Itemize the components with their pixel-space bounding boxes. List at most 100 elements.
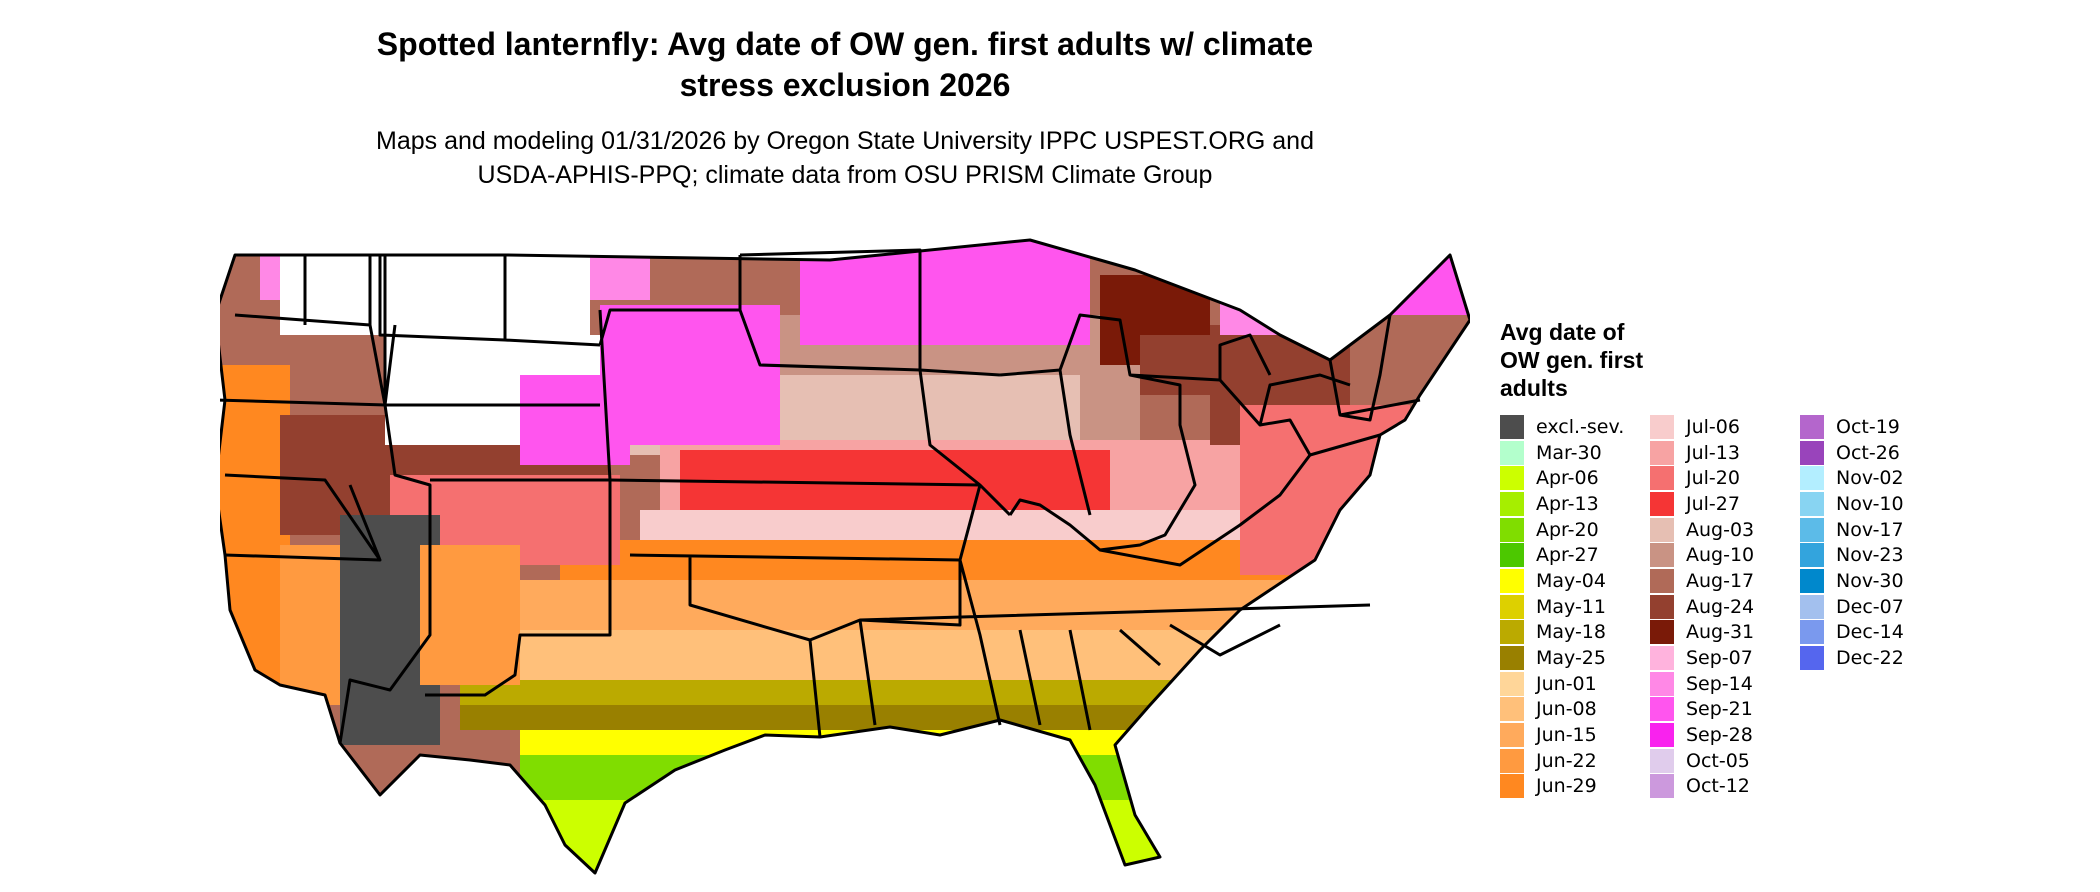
legend-swatch (1650, 440, 1674, 465)
legend-item: Mar-30 (1500, 440, 1638, 466)
legend-item: Apr-20 (1500, 517, 1638, 543)
legend-label: Nov-02 (1836, 467, 1904, 490)
legend-swatch (1650, 723, 1674, 748)
legend-swatch (1650, 414, 1674, 439)
legend-label: Oct-05 (1686, 749, 1750, 772)
legend-label: Sep-21 (1686, 698, 1753, 721)
legend-item: Aug-17 (1650, 568, 1788, 594)
legend-label: Nov-30 (1836, 569, 1904, 592)
legend-swatch (1650, 620, 1674, 645)
legend-label: Nov-17 (1836, 518, 1904, 541)
legend-label: Dec-14 (1836, 621, 1904, 644)
legend-title: Avg date of OW gen. first adults (1500, 318, 2060, 402)
legend-label: Dec-22 (1836, 647, 1904, 670)
legend-item: Jul-20 (1650, 465, 1788, 491)
legend-item: Jun-08 (1500, 697, 1638, 723)
us-map (220, 238, 1470, 875)
legend-label: May-11 (1536, 595, 1606, 618)
legend-label: Sep-07 (1686, 647, 1753, 670)
legend-swatch (1500, 697, 1524, 722)
legend-swatch (1500, 568, 1524, 593)
legend-swatch (1800, 543, 1824, 568)
legend-item: May-11 (1500, 594, 1638, 620)
legend-label: Jul-06 (1686, 415, 1740, 438)
legend-label: Oct-19 (1836, 415, 1900, 438)
map-title: Spotted lanternfly: Avg date of OW gen. … (0, 24, 1690, 106)
legend-label: Sep-28 (1686, 724, 1753, 747)
legend-columns: excl.-sev. Mar-30 Apr-06 Apr-13 Apr-20 Apr-27… (1500, 414, 2060, 799)
legend-swatch (1800, 517, 1824, 542)
legend-label: Jun-15 (1536, 724, 1597, 747)
legend-label: Apr-13 (1536, 492, 1599, 515)
map-title-line-2: stress exclusion 2026 (679, 67, 1011, 103)
legend-swatch (1800, 646, 1824, 671)
legend-label: Jun-22 (1536, 749, 1597, 772)
legend-item: Dec-14 (1800, 620, 1938, 646)
legend-item: Nov-02 (1800, 465, 1938, 491)
legend-item: Jul-06 (1650, 414, 1788, 440)
legend-label: Nov-10 (1836, 492, 1904, 515)
legend-swatch (1500, 543, 1524, 568)
legend-title-line-2: OW gen. first (1500, 347, 1644, 373)
legend-item: May-25 (1500, 645, 1638, 671)
legend-label: excl.-sev. (1536, 415, 1625, 438)
legend-item: Oct-26 (1800, 440, 1938, 466)
legend-swatch (1500, 414, 1524, 439)
legend-swatch (1500, 646, 1524, 671)
legend-swatch (1500, 620, 1524, 645)
legend-swatch (1500, 774, 1524, 799)
legend-label: Mar-30 (1536, 441, 1602, 464)
state-boundaries (220, 238, 1470, 875)
legend-label: Aug-31 (1686, 621, 1755, 644)
legend-label: Sep-14 (1686, 672, 1753, 695)
legend-swatch (1800, 620, 1824, 645)
legend-swatch (1650, 491, 1674, 516)
legend-label: Jul-13 (1686, 441, 1740, 464)
legend-item: May-04 (1500, 568, 1638, 594)
legend-item: Sep-21 (1650, 697, 1788, 723)
legend-label: May-25 (1536, 647, 1606, 670)
legend-swatch (1650, 543, 1674, 568)
legend-item: Jun-29 (1500, 774, 1638, 800)
legend-title-line-3: adults (1500, 375, 1568, 401)
legend-label: Jun-08 (1536, 698, 1597, 721)
legend-swatch (1800, 594, 1824, 619)
legend-swatch (1500, 594, 1524, 619)
legend-swatch (1500, 723, 1524, 748)
legend-label: Aug-03 (1686, 518, 1755, 541)
legend-swatch (1650, 748, 1674, 773)
legend-item: Dec-07 (1800, 594, 1938, 620)
legend-item: excl.-sev. (1500, 414, 1638, 440)
legend-item: Jul-13 (1650, 440, 1788, 466)
legend-label: Apr-20 (1536, 518, 1599, 541)
legend-swatch (1650, 517, 1674, 542)
legend-swatch (1500, 671, 1524, 696)
legend-item: Jun-22 (1500, 748, 1638, 774)
legend-item: Nov-23 (1800, 542, 1938, 568)
legend-item: Jun-15 (1500, 722, 1638, 748)
legend-label: Apr-27 (1536, 544, 1599, 567)
legend-item: Apr-06 (1500, 465, 1638, 491)
legend-item: May-18 (1500, 620, 1638, 646)
legend-swatch (1500, 440, 1524, 465)
legend-swatch (1650, 646, 1674, 671)
legend-swatch (1650, 466, 1674, 491)
legend-item: Sep-07 (1650, 645, 1788, 671)
legend-swatch (1800, 414, 1824, 439)
legend-label: Oct-12 (1686, 775, 1750, 798)
legend-swatch (1800, 440, 1824, 465)
legend-swatch (1650, 774, 1674, 799)
legend-swatch (1650, 594, 1674, 619)
legend-label: May-18 (1536, 621, 1606, 644)
map-subtitle-line-1: Maps and modeling 01/31/2026 by Oregon S… (376, 127, 1314, 155)
legend-label: Oct-26 (1836, 441, 1900, 464)
legend-item: Jun-01 (1500, 671, 1638, 697)
legend-label: Jun-01 (1536, 672, 1597, 695)
legend-item: Nov-17 (1800, 517, 1938, 543)
legend-label: Dec-07 (1836, 595, 1904, 618)
legend-item: Sep-14 (1650, 671, 1788, 697)
legend-label: Jun-29 (1536, 775, 1597, 798)
legend-label: Jul-27 (1686, 492, 1740, 515)
legend-label: Aug-17 (1686, 569, 1755, 592)
legend-swatch (1500, 517, 1524, 542)
